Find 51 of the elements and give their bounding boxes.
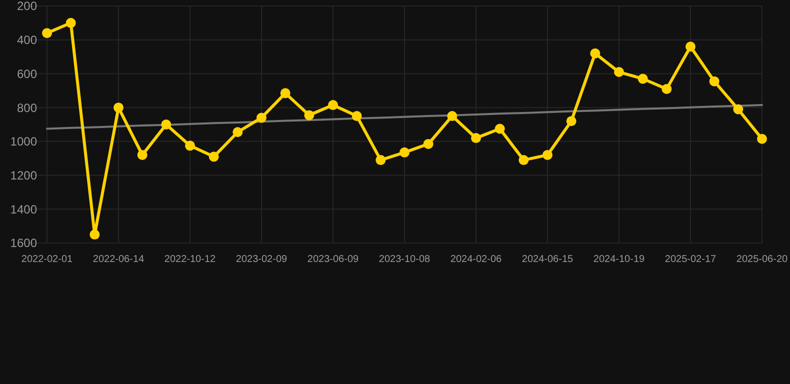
point	[161, 120, 172, 130]
point	[447, 111, 458, 122]
y-tick-label: 800	[16, 100, 38, 115]
y-tick-label: 400	[16, 33, 38, 48]
point	[232, 127, 243, 138]
x-tick-label: 2024-02-06	[450, 254, 502, 265]
point	[114, 102, 124, 113]
point	[542, 150, 552, 160]
x-tick-label: 2025-02-17	[664, 254, 717, 265]
point	[662, 84, 672, 94]
y-tick-label: 1400	[10, 202, 38, 216]
point	[757, 134, 767, 144]
point	[256, 112, 266, 123]
point	[733, 104, 744, 114]
point	[423, 138, 434, 149]
x-tick-label: 2023-02-09	[236, 254, 288, 265]
point	[352, 111, 362, 122]
x-tick-label: 2025-06-20	[736, 254, 788, 265]
point	[66, 18, 76, 28]
point	[566, 116, 576, 126]
point	[590, 48, 600, 58]
point	[638, 74, 648, 84]
point	[280, 88, 290, 98]
y-tick-label: 600	[16, 66, 38, 81]
point	[137, 150, 148, 160]
y-tick-label: 1600	[10, 236, 38, 250]
point	[518, 155, 529, 166]
y-tick-label: 1200	[10, 168, 38, 182]
y-tick-label: 1000	[10, 134, 38, 149]
x-tick-label: 2022-06-14	[92, 254, 145, 265]
point	[185, 140, 195, 151]
point	[208, 152, 219, 162]
point	[304, 110, 314, 120]
point	[494, 124, 505, 134]
point	[400, 147, 410, 158]
x-tick-label: 2022-02-01	[21, 254, 74, 265]
point	[471, 133, 481, 144]
x-tick-label: 2024-06-15	[522, 254, 574, 265]
point	[709, 76, 720, 86]
x-tick-label: 2023-06-09	[307, 254, 360, 265]
x-tick-label: 2023-10-08	[378, 254, 431, 265]
point	[42, 28, 52, 38]
line-series	[46, 104, 763, 130]
point	[328, 100, 338, 110]
point	[376, 155, 386, 166]
x-tick-label: 2024-10-19	[593, 254, 646, 265]
y-tick-label: 200	[16, 0, 38, 14]
point	[686, 42, 696, 52]
x-tick-label: 2022-10-12	[164, 254, 216, 265]
point	[614, 67, 624, 78]
point	[90, 230, 100, 240]
